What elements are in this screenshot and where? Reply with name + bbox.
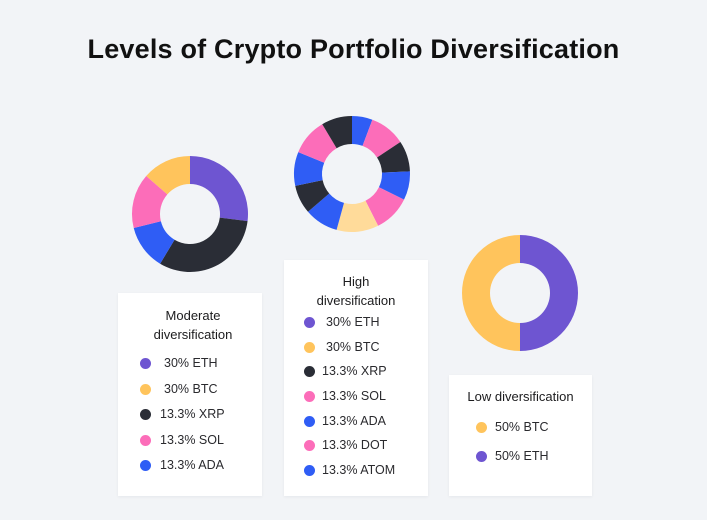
legend-label: 50% BTC: [495, 420, 549, 434]
high-legend: 30% ETH 30% BTC 13.3% XRP 13.3% SOL 13.3% AD…: [284, 315, 428, 489]
legend-item: 13.3% SOL: [284, 389, 428, 415]
low-card-title: Low diversification: [467, 389, 574, 404]
donut-slice-sol: [362, 119, 401, 158]
legend-dot-ada: [304, 415, 315, 427]
legend-dot-xrp: [140, 409, 151, 421]
legend-dot-dot: [304, 440, 315, 452]
legend-label: 30% BTC: [326, 339, 380, 354]
high-donut-chart: [294, 116, 410, 232]
legend-dot-sol: [140, 434, 151, 446]
legend-item: 30% BTC: [118, 381, 262, 409]
donut-slice-ada: [133, 221, 175, 264]
legend-label: 13.3% SOL: [160, 432, 224, 447]
legend-label: 30% ETH: [326, 315, 380, 329]
legend-item: 30% ETH: [284, 315, 428, 341]
legend-item: 30% BTC: [284, 339, 428, 366]
donut-slice-eth: [520, 235, 578, 351]
donut-slice-eth: [190, 156, 248, 222]
high-card-title: High diversification: [316, 274, 396, 308]
donut-slice-btc: [146, 156, 190, 195]
moderate-legend-card: Moderate diversification 30% ETH 30% BTC 1…: [118, 293, 262, 496]
low-donut-chart: [462, 235, 578, 351]
legend-dot-ada: [140, 460, 151, 472]
donut-slice-xrp: [295, 180, 330, 212]
legend-label: 13.3% ADA: [160, 458, 224, 473]
page-title: Levels of Crypto Portfolio Diversificati…: [87, 34, 620, 64]
legend-label: 13.3% SOL: [322, 389, 386, 404]
legend-item: 13.3% XRP: [284, 364, 428, 390]
legend-dot-eth: [304, 317, 315, 328]
legend-dot-btc: [304, 341, 315, 353]
donut-slice-sol: [365, 187, 405, 226]
moderate-donut-chart: [132, 156, 248, 272]
donut-slice-xrp: [322, 116, 352, 149]
legend-label: 13.3% XRP: [322, 364, 387, 379]
legend-dot-atom: [304, 465, 315, 477]
legend-dot-btc: [140, 383, 151, 395]
legend-item: 13.3% DOT: [284, 438, 428, 464]
donut-slice-btc: [336, 200, 379, 232]
legend-label: 13.3% XRP: [160, 407, 225, 422]
legend-item: 13.3% XRP: [118, 407, 262, 434]
legend-label: 13.3% ATOM: [322, 463, 396, 478]
legend-item: 30% ETH: [118, 356, 262, 383]
low-legend-card: Low diversification 50% BTC 50% ETH: [449, 375, 592, 496]
legend-label: 13.3% DOT: [322, 438, 388, 453]
legend-item: 13.3% ADA: [284, 413, 428, 440]
donut-slice-ada: [352, 116, 373, 146]
donut-slice-ada: [294, 152, 325, 186]
donut-slice-xrp: [377, 142, 410, 173]
legend-dot-sol: [304, 391, 315, 403]
legend-item: 13.3% ATOM: [284, 463, 428, 489]
legend-dot-btc: [476, 422, 487, 433]
legend-item: 50% BTC: [449, 420, 592, 450]
legend-label: 50% ETH: [495, 448, 549, 463]
legend-label: 30% BTC: [164, 381, 218, 396]
legend-item: 13.3% ADA: [118, 458, 262, 485]
high-legend-card: High diversification 30% ETH 30% BTC 13.3%…: [284, 260, 428, 496]
donut-slice-sol: [132, 175, 168, 229]
legend-label: 30% ETH: [164, 356, 218, 370]
donut-slice-xrp: [160, 217, 248, 272]
legend-dot-xrp: [304, 366, 315, 378]
donut-slice-ada: [378, 171, 410, 200]
legend-item: 50% ETH: [449, 448, 592, 479]
legend-dot-eth: [140, 358, 151, 369]
low-legend: 50% BTC 50% ETH: [449, 420, 592, 479]
donut-slice-btc: [462, 235, 520, 351]
moderate-card-title: Moderate diversification: [153, 308, 233, 342]
donut-slice-ada: [307, 193, 345, 230]
legend-item: 13.3% SOL: [118, 432, 262, 460]
moderate-legend: 30% ETH 30% BTC 13.3% XRP 13.3% SOL 13.3% AD…: [118, 356, 262, 485]
donut-slice-sol: [298, 124, 337, 163]
legend-dot-eth: [476, 450, 487, 462]
legend-label: 13.3% ADA: [322, 413, 386, 428]
